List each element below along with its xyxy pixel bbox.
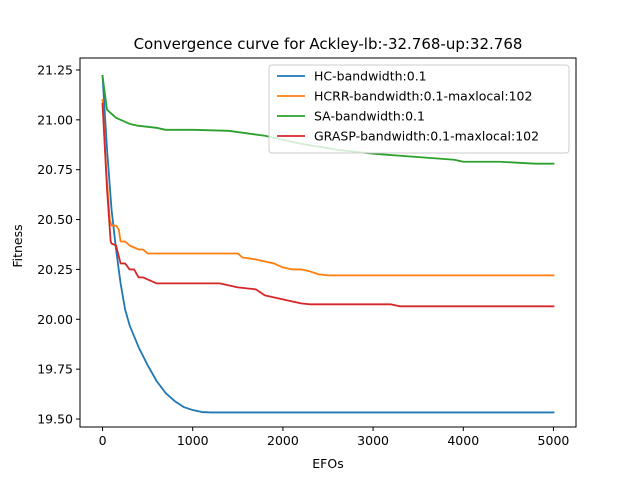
y-tick-label: 20.00: [37, 312, 73, 327]
series-line-3: [101, 74, 555, 165]
legend-box: [268, 64, 570, 154]
x-tick-label: 1000: [177, 433, 209, 448]
series-line-2: [101, 98, 555, 277]
chart-title: Convergence curve for Ackley-lb:-32.768-…: [134, 35, 523, 53]
x-tick-label: 0: [99, 433, 107, 448]
series-line-1: [101, 74, 555, 414]
legend-label-4: GRASP-bandwidth:0.1-maxlocal:102: [314, 129, 539, 144]
y-tick-label: 20.25: [37, 262, 73, 277]
y-tick-label: 19.50: [37, 412, 73, 427]
y-tick-label: 21.25: [37, 62, 73, 77]
y-axis-label: Fitness: [10, 224, 25, 267]
legend: HC-bandwidth:0.1 HCRR-bandwidth:0.1-maxlo…: [268, 64, 570, 154]
plot-area: [79, 57, 577, 428]
x-tick-label: 5000: [538, 433, 570, 448]
x-tick-label: 3000: [357, 433, 389, 448]
y-tick-label: 20.75: [37, 162, 73, 177]
series-line-4: [101, 102, 555, 308]
y-tick-label: 19.75: [37, 362, 73, 377]
y-tick-label: 21.00: [37, 112, 73, 127]
x-tick-label: 2000: [267, 433, 299, 448]
x-tick-label: 4000: [447, 433, 479, 448]
x-axis-label: EFOs: [312, 456, 343, 471]
legend-label-2: HCRR-bandwidth:0.1-maxlocal:102: [314, 89, 532, 104]
y-axis: 19.50 19.75 20.00 20.25 20.50 20.75 21.00 21.25: [37, 62, 80, 427]
plot-frame: [79, 57, 577, 428]
legend-label-3: SA-bandwidth:0.1: [314, 109, 425, 124]
legend-label-1: HC-bandwidth:0.1: [314, 69, 427, 84]
x-axis: 0 1000 2000 3000 4000 5000: [99, 427, 570, 448]
y-tick-label: 20.50: [37, 212, 73, 227]
